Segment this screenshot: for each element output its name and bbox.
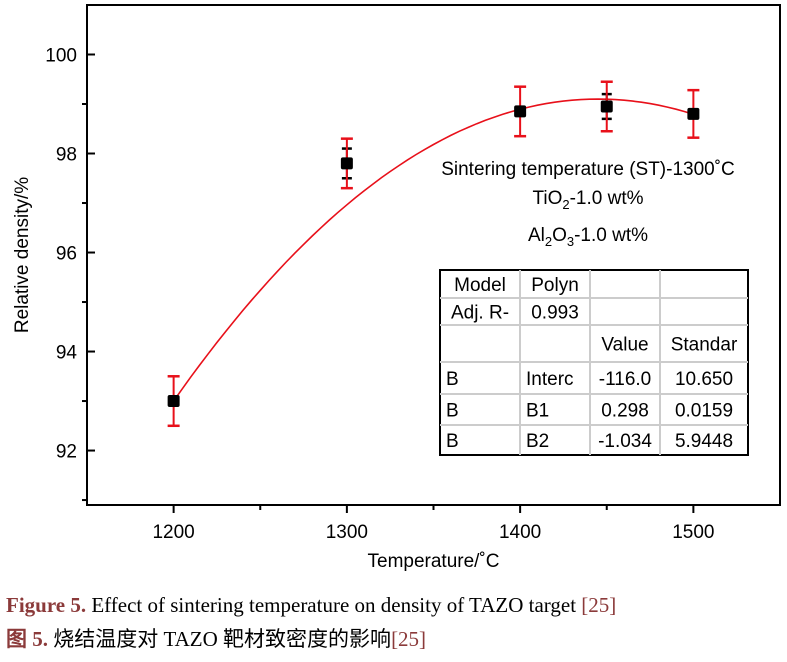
x-tick-label: 1200 [152, 522, 194, 543]
table-cell: Adj. R- [451, 303, 509, 324]
data-point [600, 100, 613, 113]
y-tick-label: 92 [56, 442, 77, 463]
annotation-tio2: TiO2-1.0 wt% [532, 188, 643, 212]
caption-text-zh: 烧结温度对 TAZO 靶材致密度的影响 [48, 627, 392, 651]
table-cell: Model [454, 275, 506, 296]
table-cell: 10.650 [675, 369, 733, 390]
table-cell: B1 [526, 401, 549, 422]
annotation-sintering: Sintering temperature (ST)-1300˚C [441, 159, 735, 180]
y-tick-label: 96 [56, 244, 77, 265]
table-cell: Value [601, 335, 648, 356]
chart: 92 94 96 98 100 1200 1300 1400 1500 Temperature/˚… [12, 4, 781, 572]
table-cell: Interc [526, 369, 574, 390]
data-point [514, 105, 527, 118]
table-cell: B [446, 369, 459, 390]
table-cell: B [446, 431, 459, 452]
caption-text: Effect of sintering temperature on densi… [86, 593, 582, 617]
data-point [687, 107, 700, 120]
table-cell: 5.9448 [675, 431, 733, 452]
caption-label: Figure 5. [6, 593, 87, 617]
x-tick-label: 1500 [672, 522, 714, 543]
caption-chinese: 图 5. 烧结温度对 TAZO 靶材致密度的影响[25] [6, 623, 426, 653]
y-tick-label: 94 [56, 343, 78, 364]
caption-reference-link[interactable]: [25] [581, 593, 617, 617]
table-cell: 0.993 [531, 303, 579, 324]
x-tick-label: 1300 [326, 522, 368, 543]
table-cell: -116.0 [599, 369, 651, 390]
caption-english: Figure 5. Effect of sintering temperatur… [6, 593, 616, 618]
table-cell: 0.298 [601, 401, 649, 422]
data-point [167, 395, 180, 408]
y-tick-label: 98 [56, 145, 77, 166]
x-axis-label: Temperature/˚C [368, 551, 500, 572]
table-cell: B [446, 401, 459, 422]
y-axis-label: Relative density/% [12, 177, 33, 333]
annotation-al2o3: Al2O3-1.0 wt% [528, 225, 648, 249]
y-tick-label: 100 [45, 46, 77, 67]
table-cell: 0.0159 [675, 401, 733, 422]
data-point [340, 157, 353, 170]
x-tick-label: 1400 [499, 522, 541, 543]
table-cell: Standar [671, 335, 738, 356]
table-cell: -1.034 [598, 431, 652, 452]
caption-label-zh: 图 5. [6, 627, 48, 651]
caption-reference-link-zh[interactable]: [25] [391, 627, 427, 651]
table-cell: B2 [526, 431, 549, 452]
table-cell: Polyn [531, 275, 579, 296]
